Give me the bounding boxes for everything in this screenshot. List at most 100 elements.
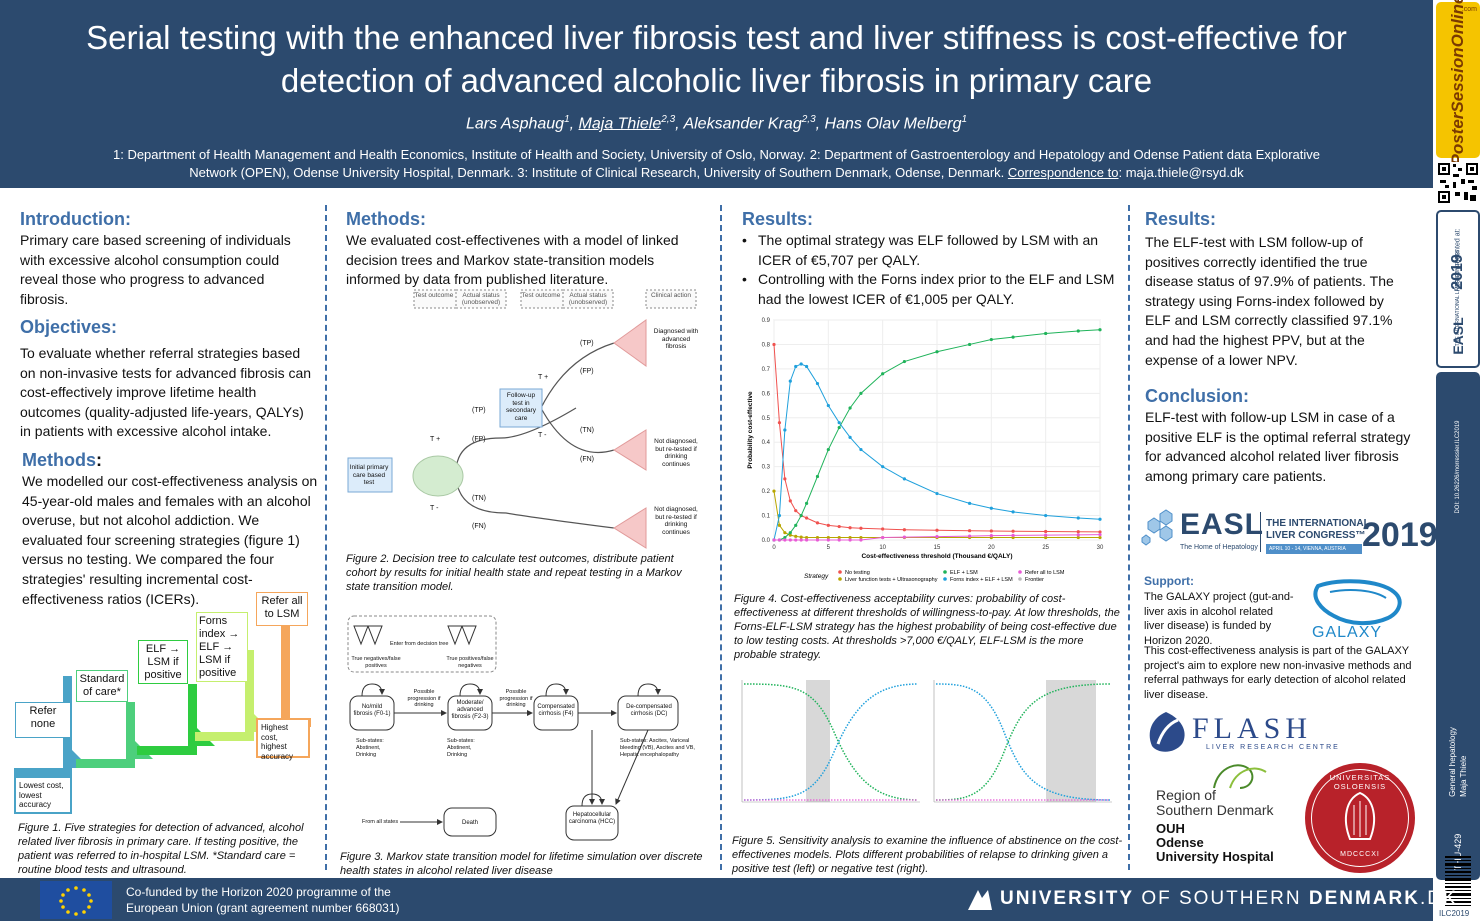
data-point <box>788 499 792 503</box>
result-bullet: • Controlling with the Forns index prior … <box>742 271 1115 307</box>
y-tick-label: 0.9 <box>762 318 771 324</box>
data-point <box>859 391 863 395</box>
data-point <box>902 535 906 539</box>
data-point <box>859 535 863 540</box>
data-point <box>772 489 776 493</box>
data-point <box>826 403 830 408</box>
data-point <box>859 538 863 542</box>
easl-hexagon-icon <box>1141 509 1173 546</box>
data-point <box>837 421 841 425</box>
data-point <box>837 535 841 540</box>
column-divider <box>1128 205 1130 870</box>
legend-swatch <box>943 570 947 574</box>
author-name[interactable]: Maja Thiele <box>578 115 662 133</box>
data-point <box>881 535 885 540</box>
legend-entry: Frontier <box>1025 577 1044 583</box>
lowest-cost-label: Lowest cost, lowest accuracy <box>14 776 72 814</box>
data-point <box>837 425 841 430</box>
uio-seal: UNIVERSITAS OSLOENSIS MDCCCXI <box>1305 763 1415 873</box>
legend-entry: Refer all to LSM <box>1025 570 1065 576</box>
legend-swatch <box>943 577 947 581</box>
sensitivity-plot-negative <box>926 672 1116 832</box>
data-point <box>794 534 798 538</box>
data-point <box>826 538 830 542</box>
data-point <box>1044 513 1048 518</box>
data-point <box>783 538 787 542</box>
x-tick-label: 10 <box>879 545 886 551</box>
data-point <box>805 364 809 369</box>
column-divider <box>325 205 327 870</box>
data-point <box>1098 533 1102 537</box>
x-tick-label: 5 <box>827 545 831 551</box>
legend-swatch <box>1018 577 1022 581</box>
column-divider <box>720 205 722 870</box>
strategy-standard-care: Standard of care* <box>76 670 128 702</box>
state-advanced-fibrosis: Moderate/ advanced fibrosis (F2-3) <box>451 700 489 720</box>
pso-logo[interactable]: PosterSessionOnline .com <box>1436 0 1480 166</box>
data-point <box>902 528 906 532</box>
data-point <box>848 435 852 439</box>
data-point <box>805 516 809 520</box>
sidebar-info-strip: DOI: 10.26226/morressier.ILC2019 General… <box>1436 372 1480 880</box>
legend-entry: Forns index + ELF + LSM <box>950 577 1013 583</box>
methods-heading: Methods: <box>22 450 102 470</box>
data-point <box>881 527 885 531</box>
state-compensated-cirrhosis: Compensated cirrhosis (F4) <box>537 704 575 717</box>
data-point <box>783 428 787 432</box>
data-point <box>989 337 993 342</box>
data-point <box>1044 535 1048 540</box>
data-point <box>777 421 782 425</box>
data-point <box>935 528 939 532</box>
strategy-refer-all: Refer all to LSM <box>256 592 308 626</box>
affiliations: 1: Department of Health Management and H… <box>112 147 1320 180</box>
y-tick-label: 0.5 <box>762 416 771 422</box>
qr-code-icon[interactable] <box>1437 162 1479 204</box>
conclusion-text: ELF-test with follow-up LSM in case of a… <box>1145 409 1411 484</box>
introduction-heading: Introduction: <box>20 209 131 229</box>
poster-sidebar: PosterSessionOnline .com Poster presente… <box>1433 0 1484 921</box>
data-point <box>815 474 820 479</box>
y-tick-label: 0.4 <box>762 440 771 446</box>
region-leaf-icon <box>1213 764 1267 789</box>
sdu-logo-icon <box>968 890 992 910</box>
x-tick-label: 30 <box>1097 545 1104 551</box>
data-point <box>848 526 852 530</box>
data-point <box>788 538 792 542</box>
highest-cost-label: Highest cost, highest accuracy <box>256 718 310 761</box>
data-point <box>794 538 798 542</box>
data-point <box>968 501 972 505</box>
legend-title: Strategy <box>804 573 829 580</box>
data-point <box>1011 535 1015 540</box>
data-point <box>815 381 820 386</box>
data-point <box>989 506 993 510</box>
data-point <box>777 513 782 518</box>
state-decompensated-cirrhosis: De-compensated cirrhosis (DC) <box>626 704 672 717</box>
poster-footer: Co-funded by the Horizon 2020 programme … <box>0 878 1456 921</box>
data-point <box>1098 517 1102 521</box>
x-tick-label: 25 <box>1042 545 1049 551</box>
legend-entry: ELF + LSM <box>950 570 978 576</box>
data-point <box>1076 533 1080 537</box>
data-point <box>1011 533 1015 537</box>
data-point <box>826 523 830 527</box>
results2-heading: Results: <box>1145 209 1217 229</box>
figure2-caption: Figure 2. Decision tree to calculate tes… <box>346 553 682 593</box>
data-point <box>1011 335 1015 339</box>
data-point <box>989 534 993 538</box>
methods2-heading: Methods: <box>346 209 426 229</box>
poster-title: Serial testing with the enhanced liver f… <box>86 19 1347 99</box>
lyre-icon <box>1344 791 1376 840</box>
data-point <box>826 447 830 452</box>
correspondence-label: Correspondence to <box>1007 165 1119 180</box>
correspondence-email[interactable]: : maja.thiele@rsyd.dk <box>1118 165 1244 180</box>
data-point <box>848 538 852 542</box>
flash-logo: FLASH <box>1192 712 1313 745</box>
data-point <box>815 521 820 525</box>
state-death: Death <box>461 820 478 826</box>
data-point <box>783 477 787 481</box>
data-point <box>837 524 841 529</box>
data-point <box>859 526 863 530</box>
data-point <box>799 538 803 542</box>
conclusion-heading: Conclusion: <box>1145 386 1249 406</box>
y-axis-label: Probability cost-effective <box>747 391 754 469</box>
